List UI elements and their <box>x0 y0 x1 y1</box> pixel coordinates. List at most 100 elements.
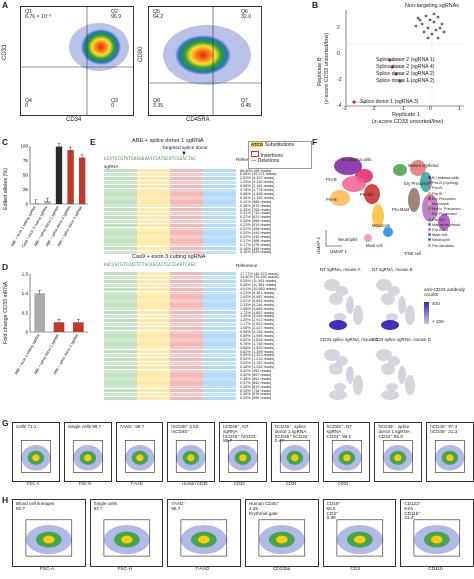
alignment-row: 4.91% (10,983 reads) <box>104 287 310 291</box>
x-axis-label: Human CD45 <box>182 481 208 486</box>
cell-cluster <box>329 363 343 375</box>
x-axis-label: CD34 <box>285 481 297 486</box>
sequence-track <box>104 172 236 177</box>
alignment-row: 0.81% (1,834 reads) <box>104 337 310 342</box>
legend-dot-icon <box>428 233 431 237</box>
legend-item: Pro-B <box>428 186 442 190</box>
legend-item: Ery Progenitor <box>428 212 457 216</box>
read-frequency-label: 0.16% (349 reads) <box>240 246 272 251</box>
quadrant-name: Q6 <box>241 9 248 15</box>
cell-cluster <box>334 383 346 391</box>
flow-gate-plot: hCD45⁺, NT sgRNA hCD45⁺ hCD33⁻ 96.7 <box>219 422 267 482</box>
read-frequency-label: 0.22% (498 reads) <box>240 227 272 231</box>
flow-gate-plot: hCD45⁺ 97.3 hCD45⁺ 21.3 <box>426 422 474 482</box>
sequence-track <box>104 169 236 173</box>
read-frequency-label: 0.59% (1,323 reads) <box>240 353 275 358</box>
non-targeting-point <box>434 28 438 32</box>
legend-item: Pre-dendritic <box>428 242 455 248</box>
gate-label: Blood cell lineages 82.7 <box>16 501 82 512</box>
gate-outline <box>336 519 383 557</box>
bar <box>79 157 86 204</box>
annotation-sd2-sg4: Splice donor 2 (sgRNA 4) <box>376 64 435 70</box>
y-axis-label: Replicate B <box>317 57 323 86</box>
density-peak <box>431 535 443 544</box>
sequence-track <box>104 369 236 373</box>
cell-cluster <box>376 349 392 361</box>
umap-cluster <box>393 164 407 176</box>
alignment-row: 1.72% (3,857 reads) <box>104 311 310 314</box>
panel-g: Cells 71.1 Single cells 98.7 7AAD⁻ 99.7 hCD… <box>12 422 474 490</box>
cluster-label: Pro-Mast <box>392 207 409 212</box>
y-tick-label: 0 <box>25 202 28 207</box>
feature-plot-title: CD33 splice sgRNA, mouse C <box>320 337 379 342</box>
quadrant-value: 0 <box>25 103 28 110</box>
read-frequency-label: 0.36% (819 reads) <box>240 384 272 389</box>
reference-sequence-1: GCATCCGTATGAGGGAATCCATGCATCGGACTAC <box>104 156 197 161</box>
non-targeting-point <box>420 22 424 26</box>
cluster-label: B / plasma cells <box>342 157 372 162</box>
alignment-row: 14.80% (31,402 reads) <box>104 275 310 279</box>
gate-text: CD34⁺ 85.9 <box>378 433 403 439</box>
feature-umap-plot: NT sgRNA, mouse B <box>370 267 420 334</box>
gate-outline <box>72 440 103 473</box>
gate-outline <box>103 519 150 557</box>
alignment-row: 0.68% (1,495 reads) <box>104 191 310 196</box>
legend-non-targeting: Non-targeting sgRNAs <box>405 3 459 9</box>
alignment-row: 0.20% (432 reads) <box>104 234 310 239</box>
read-frequency-label: 0.81% (1,834 reads) <box>240 337 275 342</box>
read-frequency-label: 0.26% (566 reads) <box>240 219 272 224</box>
x-tick-label: 1 <box>458 106 461 112</box>
x-axis-label: CD33 <box>234 481 245 486</box>
y-axis-label: CD90 <box>138 46 144 62</box>
quadrant-value: 0.45 <box>241 103 252 110</box>
sequence-track <box>104 353 236 358</box>
x-axis-label: FSC-A <box>26 481 40 486</box>
colorbar-title: anti-CD33 antibody counts <box>424 288 466 299</box>
alignment-row: 0.95% (2,134 reads) <box>104 330 310 334</box>
read-frequency-label: 0.68% (1,495 reads) <box>240 191 275 196</box>
panel-letter-e: E <box>90 137 96 147</box>
read-frequency-label: 0.20% (432 reads) <box>240 234 272 239</box>
read-frequency-label: 0.42% (952 reads) <box>240 369 272 373</box>
density-peak <box>187 454 195 462</box>
alignment-row: 2.51% (5,642 reads) <box>104 299 310 303</box>
bar <box>53 322 65 332</box>
panel-letter-b: B <box>312 0 319 10</box>
read-frequency-label: 0.31% (712 reads) <box>240 211 272 216</box>
legend-label: Pre-dendritic <box>432 242 455 248</box>
target-arrow-icon: ▼ <box>181 151 187 157</box>
sequence-track <box>104 338 236 342</box>
legend-dot-icon <box>428 176 431 179</box>
gate-label: Single cells 94.7 <box>94 501 160 512</box>
annotation-sd1-sg2: Splice donor 1 (sgRNA 2) <box>376 78 435 84</box>
y-tick-label: 1.5 <box>22 272 29 277</box>
read-frequency-label: 1.17% (2,624 reads) <box>240 322 275 327</box>
cluster-label: Pro-B <box>326 177 337 182</box>
quadrant-value: 32.0 <box>241 14 252 21</box>
cell-cluster <box>346 366 354 384</box>
y-tick-label: 100 <box>20 144 28 149</box>
x-axis-label: CD3 <box>350 567 361 572</box>
gate-text: hCD45⁺ hCD33⁻ 0.47 <box>274 433 310 444</box>
cell-cluster <box>386 313 398 321</box>
quadrant-name: Q2 <box>111 9 118 15</box>
umap-cluster <box>334 157 362 175</box>
scatter-plot-replicates <box>345 10 464 107</box>
legend-insertions: Insertions <box>260 153 283 159</box>
splice-donor-point <box>390 65 394 69</box>
alignment-row: 0.20% (449 reads) <box>104 231 310 235</box>
alignment-row: 1.17% (2,624 reads) <box>104 322 310 327</box>
read-frequency-label: 1.29% (2,912 reads) <box>240 318 275 323</box>
non-targeting-point <box>424 14 428 18</box>
alignment-row: 0.46% (1,032 reads) <box>104 365 310 369</box>
read-frequency-label: 2.33% (5,246 reads) <box>240 302 275 307</box>
alignment-row: 0.78% (1,748 reads) <box>104 342 310 346</box>
cell-cluster <box>381 363 395 375</box>
gate-text: hCD45⁺, splice donor 1 sgRNA <box>274 424 307 434</box>
bar <box>67 150 74 204</box>
x-axis-label: CD235a <box>272 567 291 572</box>
y-tick-label: 0 <box>337 51 340 57</box>
gate-label: hCD45⁺, NT sgRNA CD34⁺ 96.1 <box>327 424 367 439</box>
read-frequency-label: 0.30% (676 reads) <box>240 392 272 397</box>
